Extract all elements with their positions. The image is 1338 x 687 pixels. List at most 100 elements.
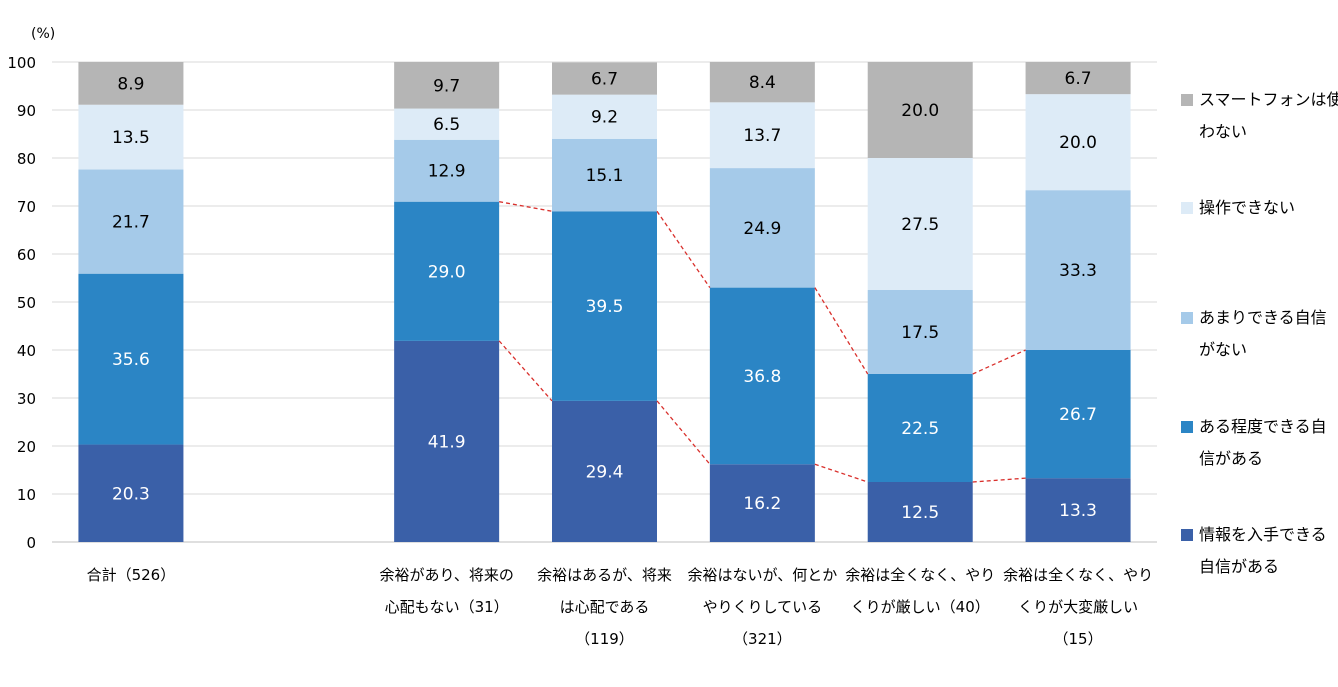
- legend-label: 自信がある: [1199, 557, 1279, 576]
- legend-label: わない: [1199, 122, 1247, 141]
- data-label: 36.8: [743, 367, 781, 387]
- bar-segment: [78, 104, 184, 170]
- y-tick-label: 80: [17, 150, 36, 168]
- category-label: 余裕は全くなく、やり: [845, 566, 995, 584]
- bar-segment: [1025, 350, 1131, 479]
- y-tick-label: 40: [17, 342, 36, 360]
- data-label: 20.0: [1059, 133, 1097, 153]
- data-label: 13.7: [743, 126, 781, 146]
- connector-line: [972, 349, 1026, 375]
- bar-segment: [867, 290, 973, 374]
- data-label: 27.5: [901, 215, 939, 235]
- data-label: 13.5: [112, 128, 150, 148]
- category-label: 心配もない（31）: [385, 598, 509, 616]
- data-label: 20.3: [112, 484, 150, 504]
- data-label: 29.0: [428, 262, 466, 282]
- connector-line: [498, 340, 553, 402]
- category-label: 合計（526）: [87, 566, 176, 584]
- data-label: 6.5: [433, 115, 460, 135]
- data-label: 12.5: [901, 503, 939, 523]
- bar-segment: [1025, 190, 1131, 350]
- data-label: 12.9: [428, 162, 466, 182]
- connector-line: [656, 210, 711, 288]
- bar-segment: [709, 464, 815, 542]
- legend-swatch: [1181, 312, 1193, 324]
- category-label: （321）: [733, 630, 792, 648]
- bar-segment: [709, 62, 815, 103]
- data-label: 15.1: [586, 166, 624, 186]
- bar-segment: [78, 62, 184, 105]
- category-label: は心配である: [560, 598, 650, 616]
- y-tick-label: 0: [26, 534, 36, 552]
- category-label: （15）: [1054, 630, 1103, 648]
- bar-segment: [867, 158, 973, 290]
- bar-segment: [552, 211, 657, 401]
- y-tick-label: 100: [7, 54, 36, 72]
- bar-segment: [709, 168, 815, 288]
- legend-label: がない: [1199, 340, 1247, 359]
- legend-swatch: [1181, 94, 1193, 106]
- bar-segment: [394, 62, 500, 109]
- y-unit-label: (%): [31, 26, 55, 42]
- bar-segment: [394, 340, 500, 542]
- data-label: 17.5: [901, 323, 939, 343]
- bar-segment: [1025, 478, 1131, 542]
- connector-line: [499, 201, 553, 212]
- bar-segment: [394, 139, 500, 202]
- category-label: 余裕は全くなく、やり: [1003, 566, 1153, 584]
- y-tick-label: 90: [17, 102, 36, 120]
- bar-segment: [394, 201, 500, 341]
- data-label: 39.5: [586, 297, 624, 317]
- y-tick-label: 30: [17, 390, 36, 408]
- data-label: 16.2: [743, 494, 781, 514]
- data-label: 9.7: [433, 76, 460, 96]
- y-tick-label: 70: [17, 198, 36, 216]
- category-label: （119）: [575, 630, 634, 648]
- legend-label: 情報を入手できる: [1199, 525, 1327, 544]
- bar-segment: [552, 400, 657, 542]
- legend-swatch: [1181, 421, 1193, 433]
- connector-line: [656, 400, 711, 465]
- data-label: 13.3: [1059, 501, 1097, 521]
- data-label: 6.7: [1065, 69, 1092, 89]
- y-tick-label: 50: [17, 294, 36, 312]
- category-label: 余裕はあるが、将来: [537, 566, 672, 584]
- legend-swatch: [1181, 202, 1193, 214]
- bar-segment: [552, 138, 657, 212]
- data-label: 8.9: [117, 74, 144, 94]
- bar-segment: [867, 374, 973, 482]
- bar-segment: [709, 287, 815, 465]
- bar-segment: [552, 62, 657, 95]
- data-label: 6.7: [591, 70, 618, 90]
- data-label: 8.4: [749, 73, 776, 93]
- bar-segment: [78, 273, 184, 445]
- bar-segment: [1025, 94, 1131, 191]
- legend-label: 信がある: [1199, 449, 1263, 468]
- bar-segment: [1025, 62, 1131, 95]
- category-label: 余裕があり、将来の: [379, 566, 513, 584]
- legend-label: 操作できない: [1199, 198, 1295, 217]
- category-label: くりが厳しい（40）: [851, 598, 990, 616]
- category-label: やりくりしている: [703, 598, 823, 616]
- bar-segment: [552, 94, 657, 139]
- data-label: 33.3: [1059, 261, 1097, 281]
- legend-label: ある程度できる自: [1199, 417, 1327, 436]
- category-label: くりが大変厳しい: [1018, 598, 1138, 616]
- data-label: 22.5: [901, 419, 939, 439]
- bar-segment: [78, 169, 184, 274]
- legend-label: スマートフォンは使: [1199, 90, 1338, 109]
- connector-line: [972, 477, 1026, 483]
- y-tick-label: 10: [17, 486, 36, 504]
- data-label: 9.2: [591, 108, 618, 128]
- bar-segment: [394, 108, 500, 140]
- category-label: 余裕はないが、何とか: [688, 566, 838, 584]
- bar-segment: [78, 444, 184, 542]
- bar-segment: [709, 102, 815, 169]
- data-label: 20.0: [901, 101, 939, 121]
- connector-line: [814, 463, 868, 483]
- legend-label: あまりできる自信: [1199, 308, 1327, 327]
- bar-segment: [867, 482, 973, 542]
- legend-swatch: [1181, 529, 1193, 541]
- data-label: 35.6: [112, 350, 150, 370]
